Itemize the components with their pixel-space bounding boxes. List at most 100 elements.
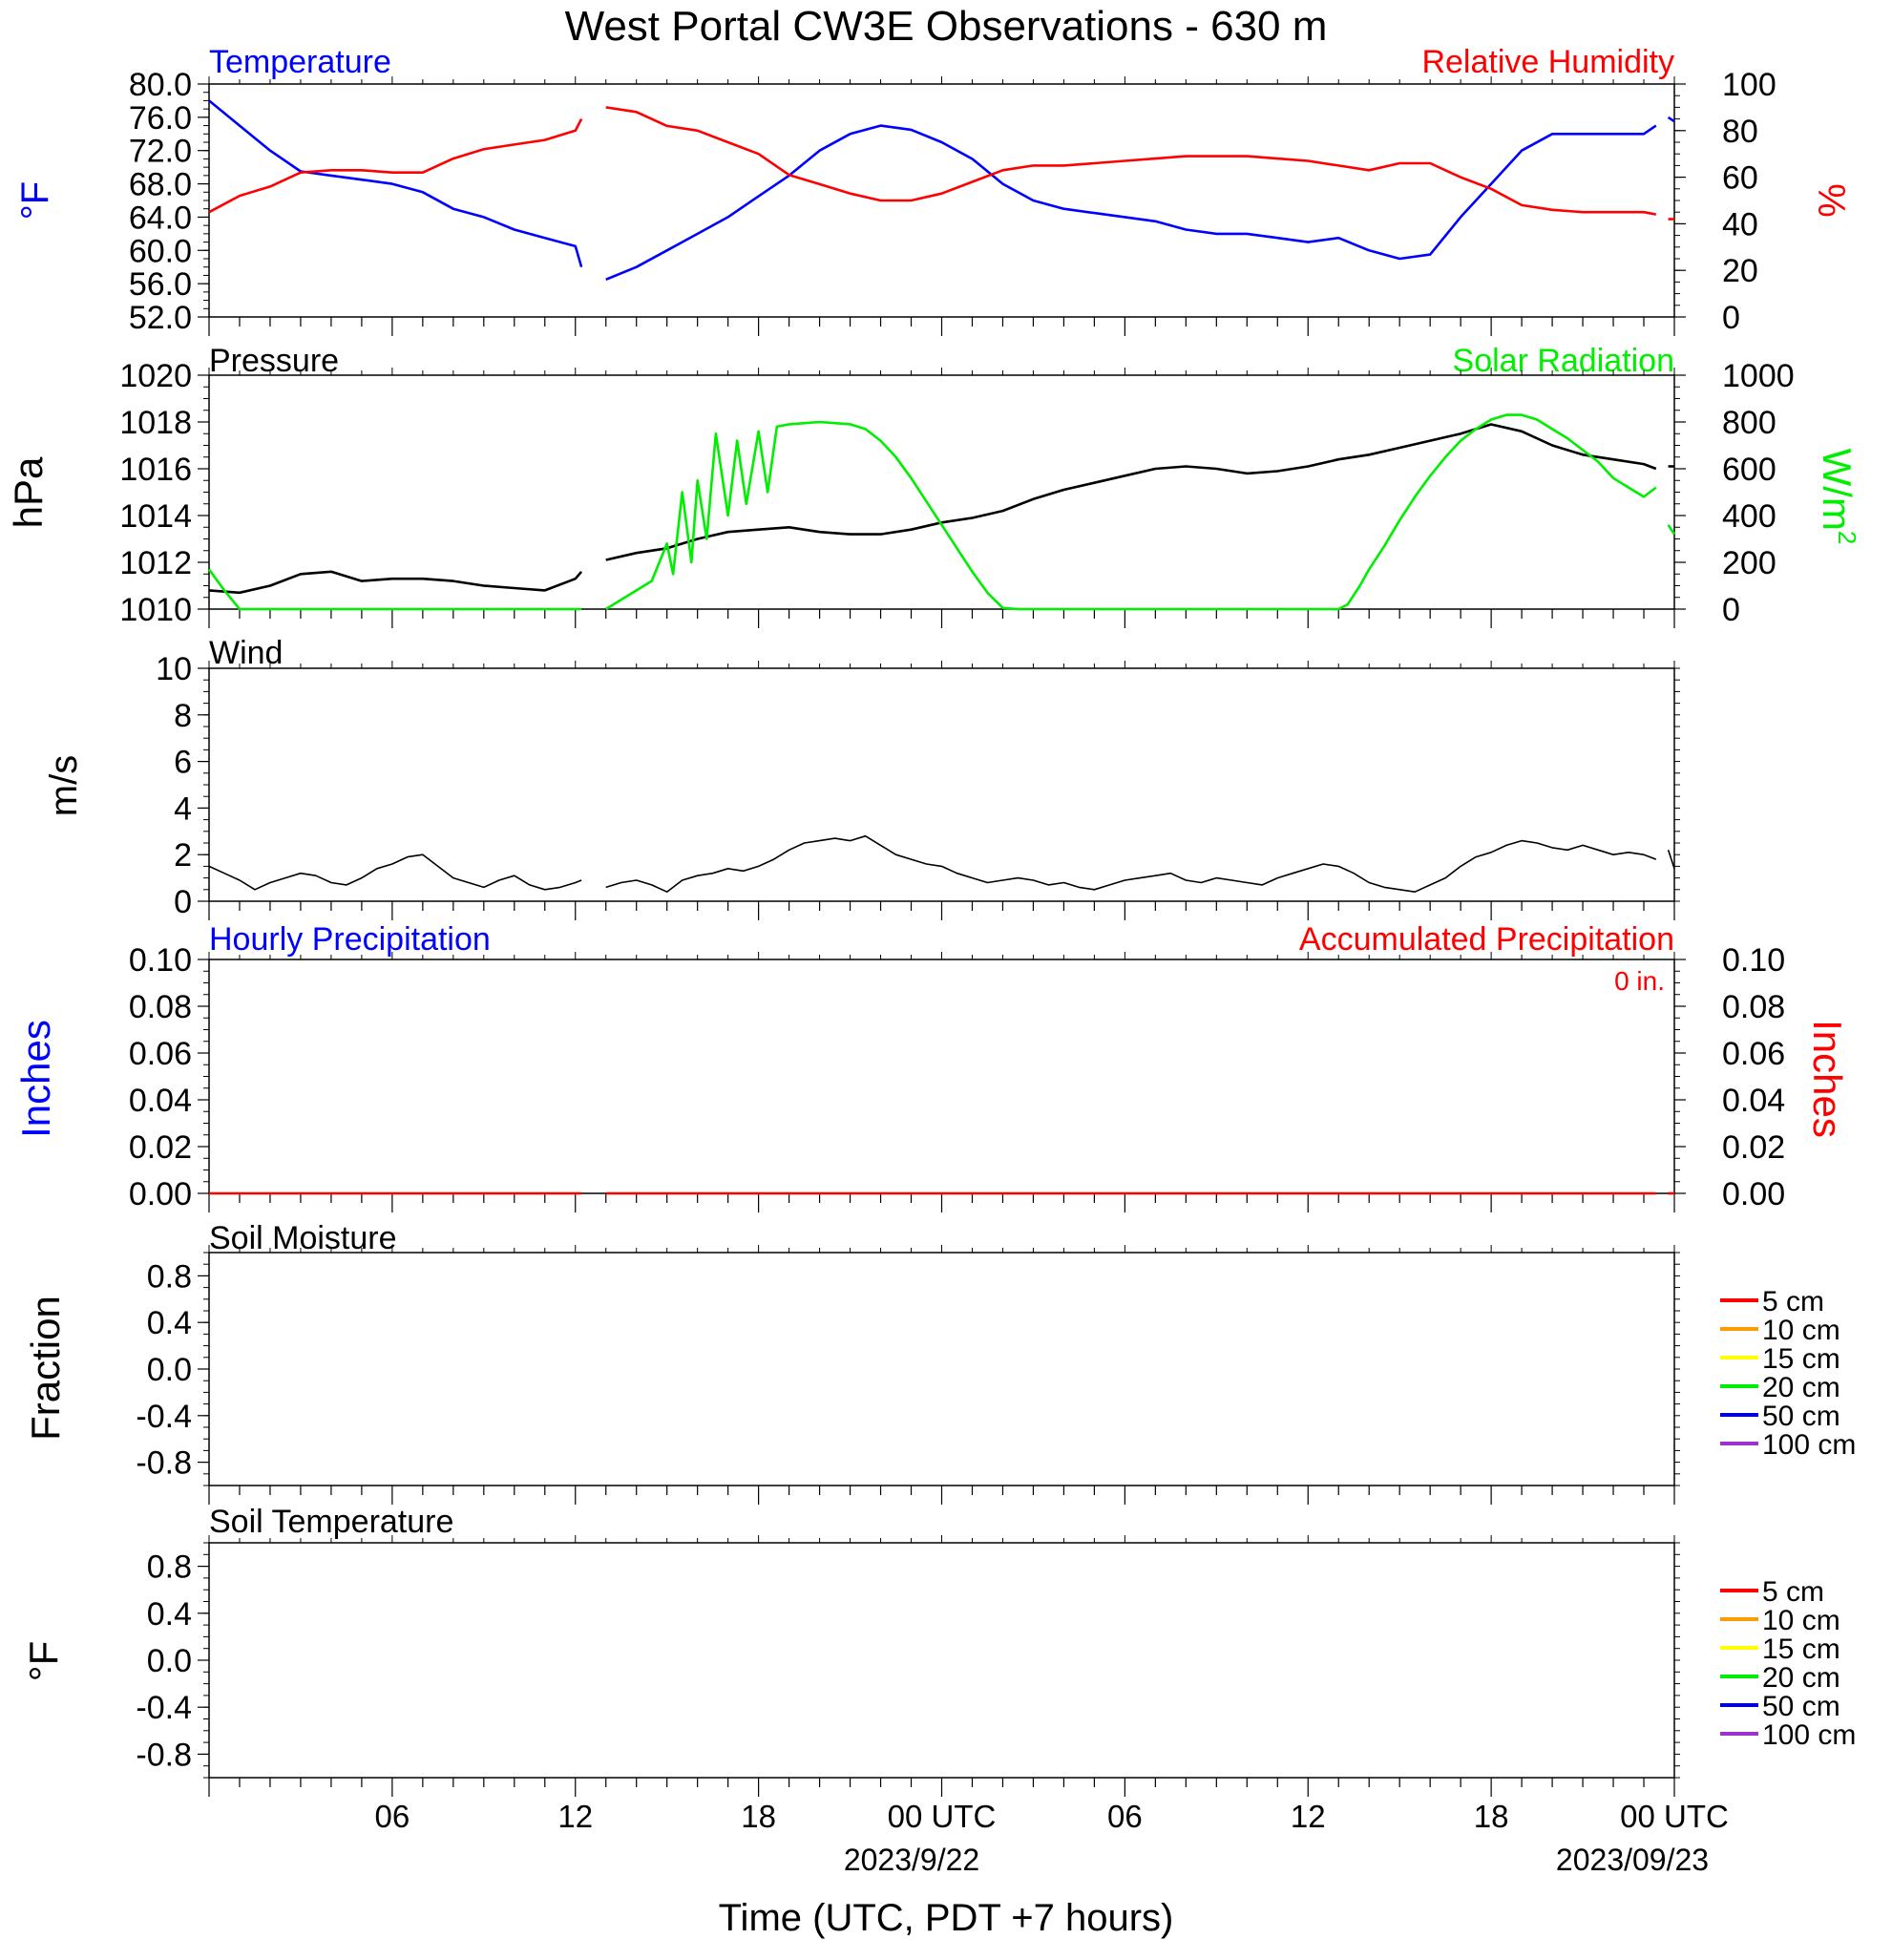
y-tick-label-left: 0.10 — [129, 942, 192, 979]
y-tick-label-left: 80.0 — [129, 67, 192, 103]
panel-soil-moisture: Soil Moisture Fraction — [23, 1220, 397, 1441]
soil-moisture-label: Soil Moisture — [209, 1220, 397, 1256]
y-tick-label-left: 4 — [174, 790, 192, 827]
y-tick-label-right: 400 — [1722, 498, 1776, 535]
chart-marks: 80.076.072.068.064.060.056.052.010080604… — [119, 67, 1856, 1834]
y-tick-label-left: 68.0 — [129, 167, 192, 203]
pressure-label: Pressure — [209, 343, 339, 379]
wind-unit: m/s — [43, 755, 85, 816]
panel-frame — [208, 959, 1675, 1194]
soil-temperature-unit: °F — [21, 1641, 66, 1681]
y-tick-label-left: 1016 — [119, 452, 192, 488]
temperature-label: Temperature — [209, 44, 391, 80]
legend-label: 100 cm — [1762, 1429, 1856, 1461]
legend-label: 5 cm — [1762, 1286, 1824, 1317]
y-tick-label-left: 1014 — [119, 498, 192, 535]
y-tick-label-left: 10 — [156, 651, 192, 687]
panel-wind: Wind m/s — [43, 635, 283, 816]
y-tick-label-left: 0.00 — [129, 1176, 192, 1212]
accumulated-total: 0 in. — [1614, 966, 1665, 996]
legend-label: 20 cm — [1762, 1662, 1840, 1694]
x-date-label-2: 2023/09/23 — [1556, 1843, 1709, 1877]
solar-unit: W/m2 — [1815, 449, 1861, 545]
legend-label: 15 cm — [1762, 1343, 1840, 1375]
y-tick-label-right: 60 — [1722, 160, 1758, 197]
y-tick-label-left: 0.0 — [147, 1352, 192, 1388]
y-tick-label-right: 0.02 — [1722, 1129, 1785, 1166]
precip-right-unit: Inches — [1805, 1020, 1850, 1138]
panel-temperature-humidity: Temperature Relative Humidity °F % — [14, 44, 1852, 220]
y-tick-label-left: -0.4 — [136, 1399, 192, 1435]
series-line-relative-humidity — [605, 106, 1657, 216]
y-tick-label-right: 0.08 — [1722, 989, 1785, 1025]
y-tick-label-left: 0.02 — [129, 1129, 192, 1166]
precip-left-unit: Inches — [13, 1020, 58, 1138]
y-tick-label-left: -0.4 — [136, 1690, 192, 1726]
series-line-pressure — [208, 570, 583, 595]
soil-temperature-label: Soil Temperature — [209, 1504, 453, 1540]
x-tick-label: 06 — [1107, 1799, 1143, 1834]
series-line-solar-radiation — [207, 568, 582, 611]
legend-label: 10 cm — [1762, 1315, 1840, 1346]
x-tick-label: 00 UTC — [1620, 1799, 1729, 1834]
temperature-unit: °F — [14, 181, 56, 220]
legend-label: 15 cm — [1762, 1633, 1840, 1665]
y-tick-label-left: 0.4 — [147, 1305, 192, 1341]
y-tick-label-right: 0.10 — [1722, 942, 1785, 979]
y-tick-label-left: -0.8 — [136, 1445, 192, 1482]
y-tick-label-left: 0.0 — [147, 1643, 192, 1679]
y-tick-label-left: 0.8 — [147, 1549, 192, 1586]
series-line-wind — [208, 854, 582, 891]
y-tick-label-right: 600 — [1722, 452, 1776, 488]
series-line-relative-humidity — [208, 118, 583, 214]
legend-label: 5 cm — [1762, 1576, 1824, 1608]
x-tick-label: 06 — [375, 1799, 410, 1834]
y-tick-label-left: 0.8 — [147, 1258, 192, 1295]
x-tick-label: 18 — [1474, 1799, 1509, 1834]
y-tick-label-left: 64.0 — [129, 200, 192, 236]
y-tick-label-left: 0.06 — [129, 1036, 192, 1072]
x-tick-label: 12 — [557, 1799, 593, 1834]
figure-title: West Portal CW3E Observations - 630 m — [565, 3, 1328, 50]
wind-label: Wind — [209, 635, 283, 671]
y-tick-label-left: 1012 — [119, 545, 192, 581]
series-line-solar-radiation — [1667, 524, 1676, 536]
y-tick-label-right: 200 — [1722, 545, 1776, 581]
y-tick-label-left: 0.04 — [129, 1083, 192, 1119]
solar-label: Solar Radiation — [1453, 343, 1674, 379]
humidity-label: Relative Humidity — [1421, 44, 1674, 80]
y-tick-label-right: 40 — [1722, 206, 1758, 242]
series-line-temperature — [605, 124, 1657, 282]
y-tick-label-left: 0.4 — [147, 1596, 192, 1633]
x-tick-label: 00 UTC — [888, 1799, 997, 1834]
y-tick-label-right: 0.04 — [1722, 1083, 1785, 1119]
y-tick-label-right: 0.00 — [1722, 1176, 1785, 1212]
y-tick-label-left: 0 — [174, 884, 192, 920]
legend-label: 50 cm — [1762, 1691, 1840, 1722]
legend-label: 20 cm — [1762, 1372, 1840, 1403]
series-line-wind — [1667, 850, 1675, 870]
x-tick-label: 12 — [1291, 1799, 1326, 1834]
y-tick-label-left: 2 — [174, 837, 192, 874]
panel-frame — [208, 374, 1675, 610]
panel-precipitation: Hourly Precipitation Accumulated Precipi… — [13, 921, 1850, 1138]
x-date-label-1: 2023/9/22 — [844, 1843, 979, 1877]
pressure-unit: hPa — [6, 456, 51, 528]
y-tick-label-right: 1000 — [1722, 358, 1795, 394]
y-tick-label-left: 72.0 — [129, 134, 192, 170]
y-tick-label-left: 1010 — [119, 592, 192, 628]
series-line-solar-radiation — [605, 413, 1657, 611]
y-tick-label-left: -0.8 — [136, 1737, 192, 1773]
y-tick-label-right: 0 — [1722, 592, 1740, 628]
series-line-temperature — [1667, 116, 1675, 123]
y-tick-label-left: 56.0 — [129, 266, 192, 303]
series-line-temperature — [208, 99, 583, 268]
y-tick-label-left: 60.0 — [129, 233, 192, 269]
x-axis-title: Time (UTC, PDT +7 hours) — [719, 1897, 1174, 1939]
y-tick-label-left: 1018 — [119, 405, 192, 441]
y-tick-label-left: 76.0 — [129, 100, 192, 137]
x-tick-label: 18 — [741, 1799, 776, 1834]
accumulated-precip-label: Accumulated Precipitation — [1299, 921, 1674, 958]
y-tick-label-right: 800 — [1722, 405, 1776, 441]
